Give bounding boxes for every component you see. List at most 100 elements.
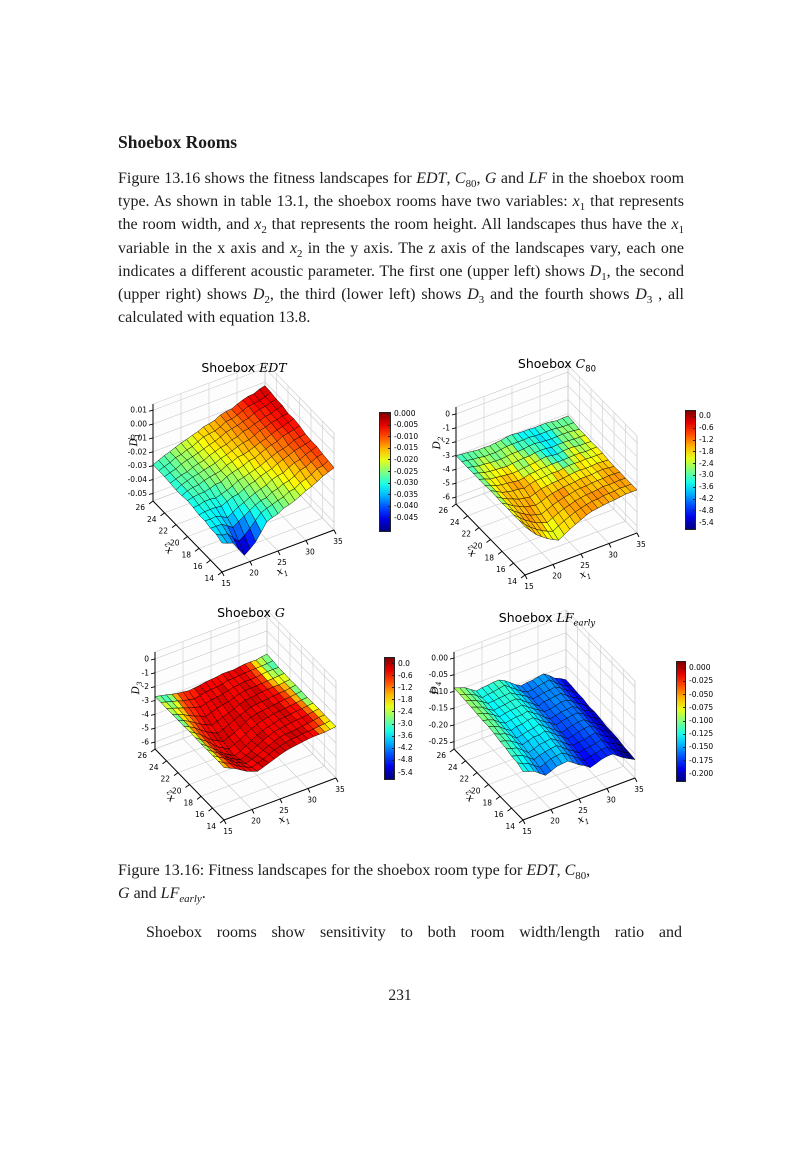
colorbar-tick-label: 0.0 (699, 411, 711, 421)
x1-tick-label: 30 (305, 548, 315, 557)
x2-tick-label: 18 (181, 550, 191, 559)
colorbar-c80: 0.0 -0.6 -1.2 -1.8 -2.4 -3.0 -3.6 -4.2 -4.8 -5.4 (685, 410, 734, 530)
x1-axis-label-c80: x1 (577, 568, 593, 582)
surface-mesh (455, 415, 638, 541)
x2-tick-label: 22 (461, 530, 471, 539)
colorbar-tickmark (693, 427, 696, 429)
x1-tick-label: 25 (580, 561, 590, 570)
x1-tick-label: 20 (550, 817, 560, 826)
colorbar-tickmark (392, 723, 395, 725)
tick-labels: 1520253035141618202224260.010.00-0.01-0.… (128, 406, 343, 588)
surface-mesh (152, 385, 335, 556)
colorbar-tickmark (693, 439, 696, 441)
colorbar-tickmark (693, 498, 696, 500)
colorbar-tick-label: -1.2 (398, 682, 413, 692)
colorbar-tick-label: 0.000 (394, 408, 416, 418)
x2-tick-label: 14 (505, 822, 515, 831)
x2-tick-label: 20 (170, 539, 180, 548)
x2-tick-label: 22 (459, 775, 469, 784)
colorbar-tickmark (388, 424, 391, 426)
colorbar-tick-label: -5.4 (398, 767, 413, 777)
axes-lines (154, 652, 337, 821)
colorbar-tickmark (683, 773, 686, 775)
z-tick-label: -4 (443, 465, 451, 474)
z-tick-label: 0.00 (130, 420, 147, 429)
colorbar-tickmark (392, 711, 395, 713)
x1-tick-label: 15 (221, 579, 231, 588)
x2-tick-label: 18 (484, 553, 494, 562)
colorbar-tick-label: 0.0 (398, 658, 410, 668)
colorbar-tickmark (388, 413, 391, 415)
colorbar-tick-label: -0.100 (689, 716, 714, 725)
z-tick-label: 0.00 (431, 654, 448, 663)
colorbar-tickmark (693, 486, 696, 488)
axes-panes (152, 361, 335, 573)
x1-tick-label: 35 (335, 785, 345, 794)
colorbar-tickmark (392, 735, 395, 737)
axes-lines (453, 652, 636, 821)
x1-tick-label: 15 (522, 827, 532, 836)
colorbar-tickmark (683, 760, 686, 762)
colorbar-tickmark (388, 459, 391, 461)
colorbar-tickmark (392, 663, 395, 664)
x1-tick-label: 15 (524, 582, 534, 591)
axes-panes (455, 364, 638, 576)
colorbar-tickmark (693, 415, 696, 417)
z-tick-label: -0.05 (128, 489, 148, 498)
x1-tick-label: 20 (251, 817, 261, 826)
colorbar-gradient-edt (379, 412, 391, 532)
colorbar-tickmark (388, 494, 391, 496)
colorbar-tick-label: 0.000 (689, 663, 711, 673)
z-tick-label: -0.02 (128, 447, 148, 456)
surface-plot-edt: 1520253035141618202224260.010.00-0.01-0.… (128, 361, 343, 588)
colorbar-tick-label: -0.150 (689, 742, 714, 752)
x1-tick-label: 25 (277, 558, 287, 567)
colorbar-tickmark (683, 720, 686, 722)
colorbar-tick-label: -3.6 (398, 731, 413, 741)
z-tick-label: -0.25 (429, 737, 449, 746)
page-number: 231 (388, 987, 412, 1004)
z-tick-label: -0.10 (429, 687, 449, 696)
x2-tick-label: 22 (158, 527, 168, 536)
x1-axis-label-lf: x1 (575, 813, 591, 827)
colorbar-tickmark (388, 436, 391, 438)
colorbar-tick-label: -0.050 (689, 689, 714, 699)
x2-tick-label: 18 (482, 798, 492, 807)
colorbar-tick-label: -1.2 (699, 435, 714, 444)
chart-title-lf: Shoebox LFearly (498, 610, 596, 629)
colorbar-g: 0.0 -0.6 -1.2 -1.8 -2.4 -3.0 -3.6 -4.2 -4.8 -5.4 (384, 657, 433, 780)
colorbar-tick-label: -0.125 (689, 729, 714, 739)
colorbar-tick-label: -0.075 (689, 702, 714, 712)
colorbar-tick-label: -1.8 (699, 446, 714, 456)
section-heading: Shoebox Rooms (118, 132, 238, 152)
body-paragraph-1: Figure 13.16 shows the fitness landscape… (118, 170, 685, 327)
x2-tick-label: 26 (438, 506, 448, 515)
x2-tick-label: 14 (507, 577, 517, 586)
colorbar-tick-label: -0.6 (699, 423, 714, 433)
colorbar-tick-label: -0.045 (394, 512, 419, 522)
z-tick-label: -2 (142, 682, 150, 691)
tick-labels: 1520253035141618202224260.00-0.05-0.10-0… (429, 654, 644, 836)
x1-axis-label-g: x1 (276, 813, 292, 827)
x1-axis-label-edt: x1 (274, 565, 290, 579)
colorbar-tick-label: -4.8 (699, 505, 714, 515)
colorbar-gradient-lf (676, 661, 686, 782)
x2-tick-label: 16 (496, 565, 506, 574)
z-tick-label: -0.03 (128, 461, 148, 470)
x2-tick-label: 14 (204, 574, 214, 583)
colorbar-tickmark (693, 463, 696, 465)
z-tick-label: -0.20 (429, 720, 449, 729)
x2-tick-label: 24 (147, 515, 157, 524)
colorbar-tickmark (683, 667, 686, 669)
colorbar-tick-label: -3.6 (699, 482, 714, 492)
x2-tick-label: 24 (448, 763, 458, 772)
colorbar-tick-label: -4.2 (699, 494, 714, 503)
colorbar-tick-label: -0.005 (394, 420, 419, 430)
colorbar-tickmark (388, 517, 391, 519)
z-tick-label: -3 (443, 451, 451, 460)
x2-tick-label: 24 (450, 518, 460, 527)
z-tick-label: -6 (443, 493, 451, 502)
